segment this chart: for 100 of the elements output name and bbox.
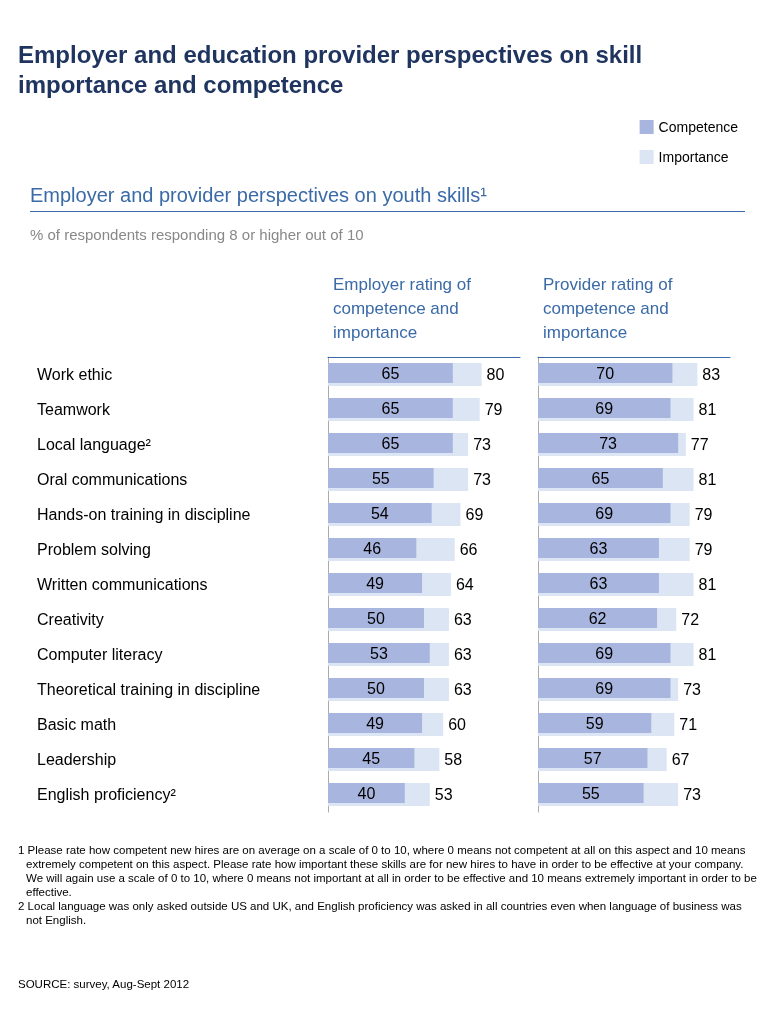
data-label: 79: [484, 401, 503, 418]
data-label: 81: [698, 401, 717, 418]
data-label: 71: [679, 716, 698, 733]
y-tick-label: Theoretical training in discipline: [37, 681, 261, 698]
data-label: 55: [371, 469, 390, 487]
data-label: 63: [589, 574, 608, 592]
data-label: 73: [683, 786, 702, 803]
bar: [328, 468, 434, 488]
data-label: 57: [583, 749, 602, 767]
data-label: 49: [366, 714, 385, 732]
chart-title: Employer rating of competence and importance: [333, 274, 476, 342]
source-note: SOURCE: survey, Aug-Sept 2012: [18, 978, 190, 990]
data-label: 73: [473, 436, 492, 453]
data-label: 50: [367, 679, 385, 697]
y-tick-label: Local language²: [37, 436, 152, 453]
data-label: 49: [366, 574, 385, 592]
bar: [328, 503, 432, 523]
text: % of respondents responding 8 or higher out of 10: [30, 226, 364, 243]
data-label: 65: [381, 364, 400, 382]
data-label: 69: [595, 644, 614, 662]
data-label: 69: [595, 399, 614, 417]
bar: [538, 468, 663, 488]
text: Employer and education provider perspectives on skill importance and competence: [18, 40, 644, 100]
data-label: 69: [595, 679, 614, 697]
text: 1 Please rate how competent new hires are on average on a scale of 0 to 10, where 0 means not competent at all on this aspect and 10 means extremely competent on this aspect. Please rate how important these skills are for new hires to have in order to be effective at your company. We will again use a scale of 0 to 10, where 0 means not important at all in order to be effective and 10 means extremely important in order to be effective.: [18, 843, 758, 899]
bar: [538, 643, 671, 663]
data-label: 80: [486, 366, 505, 383]
bar: [328, 608, 424, 628]
data-label: 50: [367, 609, 385, 627]
data-label: 53: [369, 644, 388, 662]
data-label: 63: [453, 681, 472, 698]
y-tick-label: Work ethic: [37, 366, 113, 383]
data-label: 54: [370, 504, 389, 522]
data-label: 73: [473, 471, 492, 488]
bar: [328, 713, 423, 733]
data-label: 79: [694, 506, 713, 523]
data-label: 58: [444, 751, 463, 768]
bar: [538, 783, 644, 803]
data-label: 72: [681, 611, 700, 628]
data-label: 73: [683, 681, 702, 698]
y-tick-label: Teamwork: [37, 401, 111, 418]
y-tick-label: Oral communications: [37, 471, 188, 488]
bar: [538, 433, 679, 453]
data-label: 62: [588, 609, 607, 627]
data-label: 53: [434, 786, 453, 803]
data-label: 81: [698, 646, 717, 663]
y-tick-label: Computer literacy: [37, 646, 163, 663]
data-label: 67: [671, 751, 690, 768]
bar: [328, 573, 423, 593]
data-label: 63: [453, 611, 472, 628]
y-tick-label: Creativity: [37, 611, 104, 628]
legend-label: Competence: [658, 119, 739, 135]
data-label: 65: [381, 399, 400, 417]
bar: [328, 748, 415, 768]
y-tick-label: Hands-on training in discipline: [37, 506, 251, 523]
y-tick-label: English proficiency²: [37, 786, 177, 803]
data-label: 60: [448, 716, 467, 733]
data-label: 63: [453, 646, 472, 663]
bar: [538, 398, 671, 418]
data-label: 63: [589, 539, 608, 557]
data-label: 79: [694, 541, 713, 558]
data-label: 59: [585, 714, 604, 732]
data-label: 45: [362, 749, 381, 767]
y-tick-label: Basic math: [37, 716, 117, 733]
bar: [328, 783, 405, 803]
data-label: 46: [363, 539, 382, 557]
bar: [328, 433, 453, 453]
bar: [538, 503, 671, 523]
bar: [328, 363, 453, 383]
bar: [328, 538, 417, 558]
text: 2 Local language was only asked outside US and UK, and English proficiency was asked in all countries even when language of business was not English.: [18, 899, 743, 927]
bar: [538, 363, 673, 383]
data-label: 70: [596, 364, 615, 382]
bar: [538, 538, 659, 558]
data-label: 73: [599, 434, 618, 452]
y-tick-label: Written communications: [37, 576, 208, 593]
bar: [538, 713, 652, 733]
data-label: 69: [465, 506, 484, 523]
bar: [538, 608, 658, 628]
bar: [538, 748, 648, 768]
data-label: 66: [459, 541, 478, 558]
bar: [328, 398, 453, 418]
bar: [328, 643, 430, 663]
data-label: 55: [581, 784, 600, 802]
data-label: 40: [357, 784, 376, 802]
text: Employer and provider perspectives on youth skills¹: [30, 184, 745, 212]
data-label: 77: [690, 436, 709, 453]
chart-title: Provider rating of competence and importance: [543, 274, 678, 342]
data-label: 83: [702, 366, 721, 383]
data-label: 69: [595, 504, 614, 522]
legend-label: Importance: [658, 149, 729, 165]
data-label: 65: [381, 434, 400, 452]
bar: [538, 573, 659, 593]
data-label: 64: [455, 576, 474, 593]
y-tick-label: Problem solving: [37, 541, 151, 558]
data-label: 65: [591, 469, 610, 487]
y-tick-label: Leadership: [37, 751, 117, 768]
bar: [538, 678, 671, 698]
data-label: 81: [698, 576, 717, 593]
bar: [328, 678, 424, 698]
